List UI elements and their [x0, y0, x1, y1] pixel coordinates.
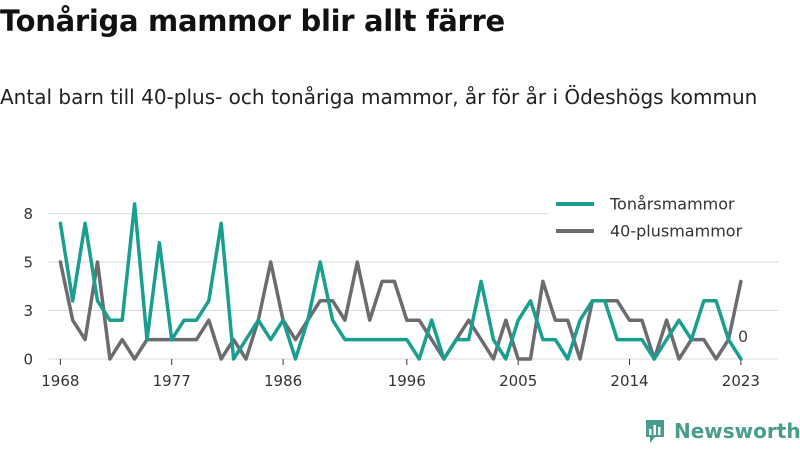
newsworthy-logo: Newsworthy: [644, 418, 800, 444]
y-tick-label: 0: [23, 351, 33, 369]
newsworthy-logo-text: Newsworthy: [674, 419, 800, 443]
y-tick-label: 5: [23, 254, 33, 272]
y-tick-label: 3: [23, 302, 33, 320]
x-tick-label: 1968: [41, 372, 79, 390]
x-tick-label: 1996: [388, 372, 426, 390]
x-tick-label: 2014: [610, 372, 648, 390]
end-value-label: 0: [738, 327, 748, 346]
newsworthy-chart-icon: [646, 420, 664, 443]
x-tick-label: 1977: [153, 372, 191, 390]
x-tick-label: 2005: [499, 372, 537, 390]
x-tick-label: 2023: [722, 372, 760, 390]
chart-subtitle: Antal barn till 40-plus- och tonåriga ma…: [0, 85, 758, 109]
x-tick-label: 1986: [264, 372, 302, 390]
legend-label-40-plusmammor: 40-plusmammor: [610, 222, 743, 241]
series-line-tonarsmammor: [58, 202, 743, 361]
y-tick-label: 8: [23, 205, 33, 223]
legend-label-tonarsmammor: Tonårsmammor: [609, 195, 735, 214]
legend-background: [548, 186, 780, 248]
chart-title: Tonåriga mammor blir allt färre: [0, 4, 505, 38]
